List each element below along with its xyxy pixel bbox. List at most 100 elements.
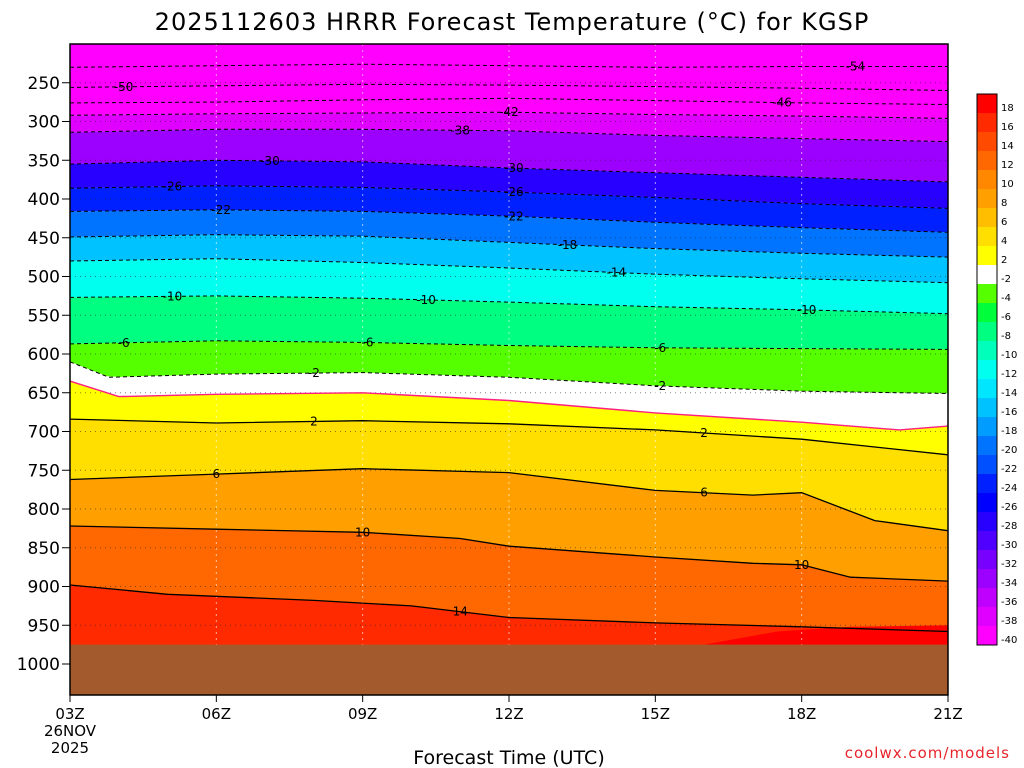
contour-line xyxy=(70,83,948,91)
contour-line xyxy=(70,584,948,633)
colorbar-label: -20 xyxy=(1001,445,1017,456)
credit-text: coolwx.com/models xyxy=(845,744,1010,762)
contour-label: -30 xyxy=(260,154,280,168)
contour-label: -6 xyxy=(654,341,666,355)
temperature-band xyxy=(70,419,948,531)
colorbar-swatch xyxy=(977,436,997,455)
contour-line xyxy=(70,111,948,119)
contour-label: -2 xyxy=(308,366,320,380)
colorbar-swatch xyxy=(977,151,997,170)
colorbar-swatch xyxy=(977,322,997,341)
contour-label: -26 xyxy=(163,180,183,194)
colorbar-swatch xyxy=(977,170,997,189)
contour-label: -10 xyxy=(416,293,436,307)
y-tick-label: 400 xyxy=(28,190,60,210)
y-tick-label: 700 xyxy=(28,423,60,443)
freezing-line xyxy=(70,380,948,431)
contour-label: -18 xyxy=(558,238,578,252)
colorbar: 18 16 14 12 10 8 6 4 2 -2 -4 -6 -8 -10 -12 -14 -16 -18 -20… xyxy=(976,93,1017,646)
x-date-label-month: 26NOV xyxy=(44,722,97,740)
colorbar-label: -24 xyxy=(1001,483,1017,494)
colorbar-label: 10 xyxy=(1001,179,1014,190)
contour-label: -38 xyxy=(450,123,470,137)
temperature-band xyxy=(70,209,948,258)
colorbar-swatch xyxy=(977,569,997,588)
contour-label: -42 xyxy=(499,105,519,119)
temperature-band xyxy=(70,295,948,350)
temperature-band xyxy=(70,112,948,142)
colorbar-label: 6 xyxy=(1001,217,1007,228)
contour-line xyxy=(70,468,948,532)
colorbar-label: -8 xyxy=(1001,331,1011,342)
colorbar-swatch xyxy=(977,94,997,113)
colorbar-swatch xyxy=(977,208,997,227)
contour-label: 10 xyxy=(355,525,370,539)
grid-lines xyxy=(70,44,948,695)
x-tick-label: 15Z xyxy=(641,705,670,723)
contour-label: -30 xyxy=(504,161,524,175)
y-tick-label: 250 xyxy=(28,74,60,94)
contour-line xyxy=(70,63,948,68)
colorbar-label: -40 xyxy=(1001,635,1017,646)
colorbar-label: -14 xyxy=(1001,388,1017,399)
y-tick-label: 650 xyxy=(28,384,60,404)
x-axis: 03Z 06Z 09Z 12Z 15Z 18Z 21Z xyxy=(55,695,963,723)
temperature-band xyxy=(70,234,948,283)
colorbar-label: -4 xyxy=(1001,293,1011,304)
colorbar-label: -34 xyxy=(1001,578,1017,589)
contour-label: -22 xyxy=(504,209,524,223)
colorbar-swatch xyxy=(977,626,997,645)
colorbar-swatch xyxy=(977,113,997,132)
colorbar-frame xyxy=(976,93,998,646)
colorbar-swatch xyxy=(977,132,997,151)
y-tick-label: 600 xyxy=(28,345,60,365)
contour-label: 6 xyxy=(213,467,221,481)
x-tick-label: 12Z xyxy=(494,705,523,723)
colorbar-swatch xyxy=(977,417,997,436)
y-tick-label: 900 xyxy=(28,578,60,598)
isotherm-contours: -54-50-46-42-38-30-30-26 -26-22 -22-18-14-… xyxy=(70,59,948,633)
colorbar-label: -10 xyxy=(1001,350,1017,361)
colorbar-label: -12 xyxy=(1001,369,1017,380)
x-tick-label: 09Z xyxy=(348,705,377,723)
colorbar-swatch xyxy=(977,531,997,550)
contour-line xyxy=(70,295,948,315)
temperature-band xyxy=(70,129,948,182)
contour-label: -6 xyxy=(118,336,130,350)
y-tick-label: 300 xyxy=(28,113,60,133)
colorbar-swatch xyxy=(977,379,997,398)
contour-line xyxy=(70,97,948,105)
temperature-band xyxy=(70,340,948,394)
y-tick-label: 750 xyxy=(28,461,60,481)
colorbar-label: -18 xyxy=(1001,426,1017,437)
x-tick-label: 18Z xyxy=(787,705,816,723)
contour-line xyxy=(70,340,948,350)
contour-label: 6 xyxy=(700,486,708,500)
contour-label: -2 xyxy=(654,379,666,393)
colorbar-swatch xyxy=(977,246,997,265)
colorbar-swatch xyxy=(977,265,997,284)
colorbar-swatch xyxy=(977,360,997,379)
y-tick-label: 550 xyxy=(28,306,60,326)
contour-label: 10 xyxy=(794,558,809,572)
colorbar-label: 8 xyxy=(1001,198,1007,209)
colorbar-label: 4 xyxy=(1001,236,1007,247)
colorbar-swatch xyxy=(977,341,997,360)
colorbar-label: -16 xyxy=(1001,407,1017,418)
contour-label: -6 xyxy=(362,335,374,349)
contour-line xyxy=(70,128,948,143)
temperature-band xyxy=(70,160,948,209)
y-tick-label: 350 xyxy=(28,151,60,171)
colorbar-label: -28 xyxy=(1001,521,1017,532)
colorbar-swatch xyxy=(977,455,997,474)
contour-label: -22 xyxy=(211,203,231,217)
x-tick-label: 06Z xyxy=(202,705,231,723)
colorbar-swatch xyxy=(977,493,997,512)
x-tick-label: 03Z xyxy=(55,705,84,723)
y-tick-label: 500 xyxy=(28,268,60,288)
contour-label: -14 xyxy=(607,266,627,280)
y-tick-label: 800 xyxy=(28,500,60,520)
colorbar-label: -30 xyxy=(1001,540,1017,551)
contour-label: -50 xyxy=(114,80,134,94)
